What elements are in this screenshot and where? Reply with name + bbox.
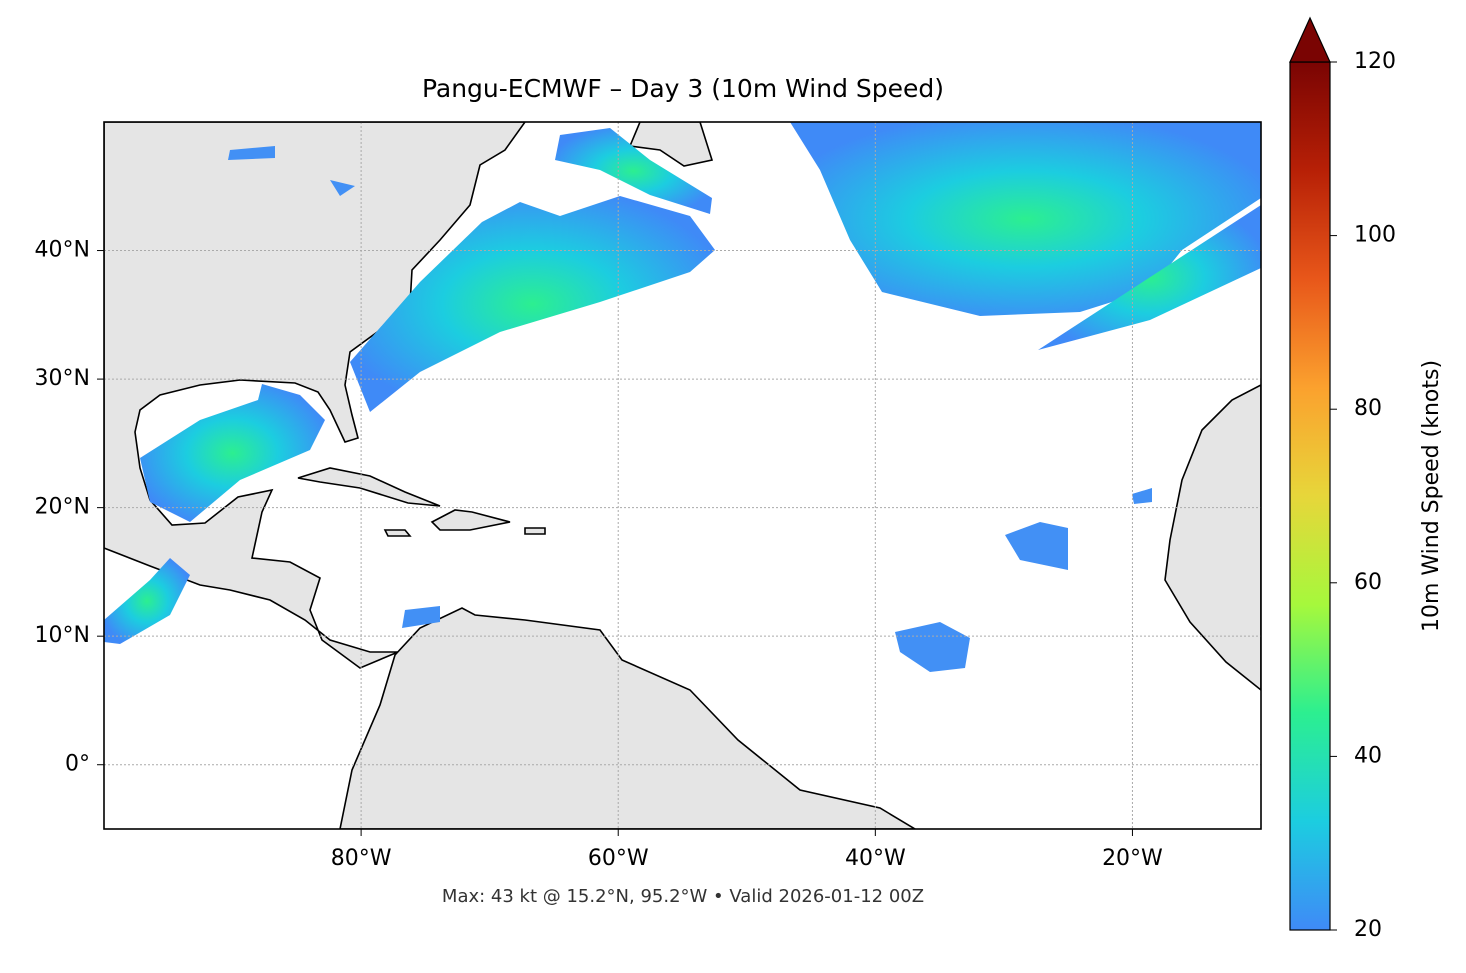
puerto-rico xyxy=(524,527,546,535)
hispaniola xyxy=(430,509,511,531)
chart-title: Pangu-ECMWF – Day 3 (10m Wind Speed) xyxy=(422,74,944,103)
wind-field xyxy=(1038,205,1261,350)
grid xyxy=(104,122,1261,829)
wind-field xyxy=(350,196,715,412)
y-tick-label: 30°N xyxy=(35,366,90,391)
map xyxy=(104,122,1261,829)
colorbar-tick-label: 40 xyxy=(1354,743,1382,768)
wind-field xyxy=(1005,522,1068,570)
wind-field xyxy=(140,384,325,522)
map-frame xyxy=(103,121,1262,830)
y-tick-label: 20°N xyxy=(35,495,90,520)
colorbar xyxy=(1289,61,1331,931)
y-tick-label: 0° xyxy=(65,752,90,777)
wind-field xyxy=(895,622,970,672)
x-tick-label: 40°W xyxy=(845,846,906,871)
africa xyxy=(1164,384,1261,692)
y-tick-label: 40°N xyxy=(35,238,90,263)
colorbar-label: 10m Wind Speed (knots) xyxy=(1419,360,1444,632)
x-tick-label: 80°W xyxy=(331,846,392,871)
colorbar-tick-label: 120 xyxy=(1354,49,1396,74)
y-tick-label: 10°N xyxy=(35,623,90,648)
colorbar-tick-label: 20 xyxy=(1354,917,1382,942)
x-tick-label: 60°W xyxy=(588,846,649,871)
wind-field xyxy=(790,122,1261,316)
colorbar-tick-label: 60 xyxy=(1354,570,1382,595)
colorbar-tick-label: 80 xyxy=(1354,396,1382,421)
wind-field xyxy=(402,606,440,628)
south-america xyxy=(339,607,917,829)
footer-note: Max: 43 kt @ 15.2°N, 95.2°W • Valid 2026… xyxy=(442,886,924,907)
colorbar-tick-label: 100 xyxy=(1354,223,1396,248)
cuba xyxy=(297,467,441,507)
colorbar-extend xyxy=(1289,16,1331,63)
jamaica xyxy=(383,529,412,537)
x-tick-label: 20°W xyxy=(1102,846,1163,871)
wind-field xyxy=(104,558,190,644)
wind-field xyxy=(555,128,712,214)
